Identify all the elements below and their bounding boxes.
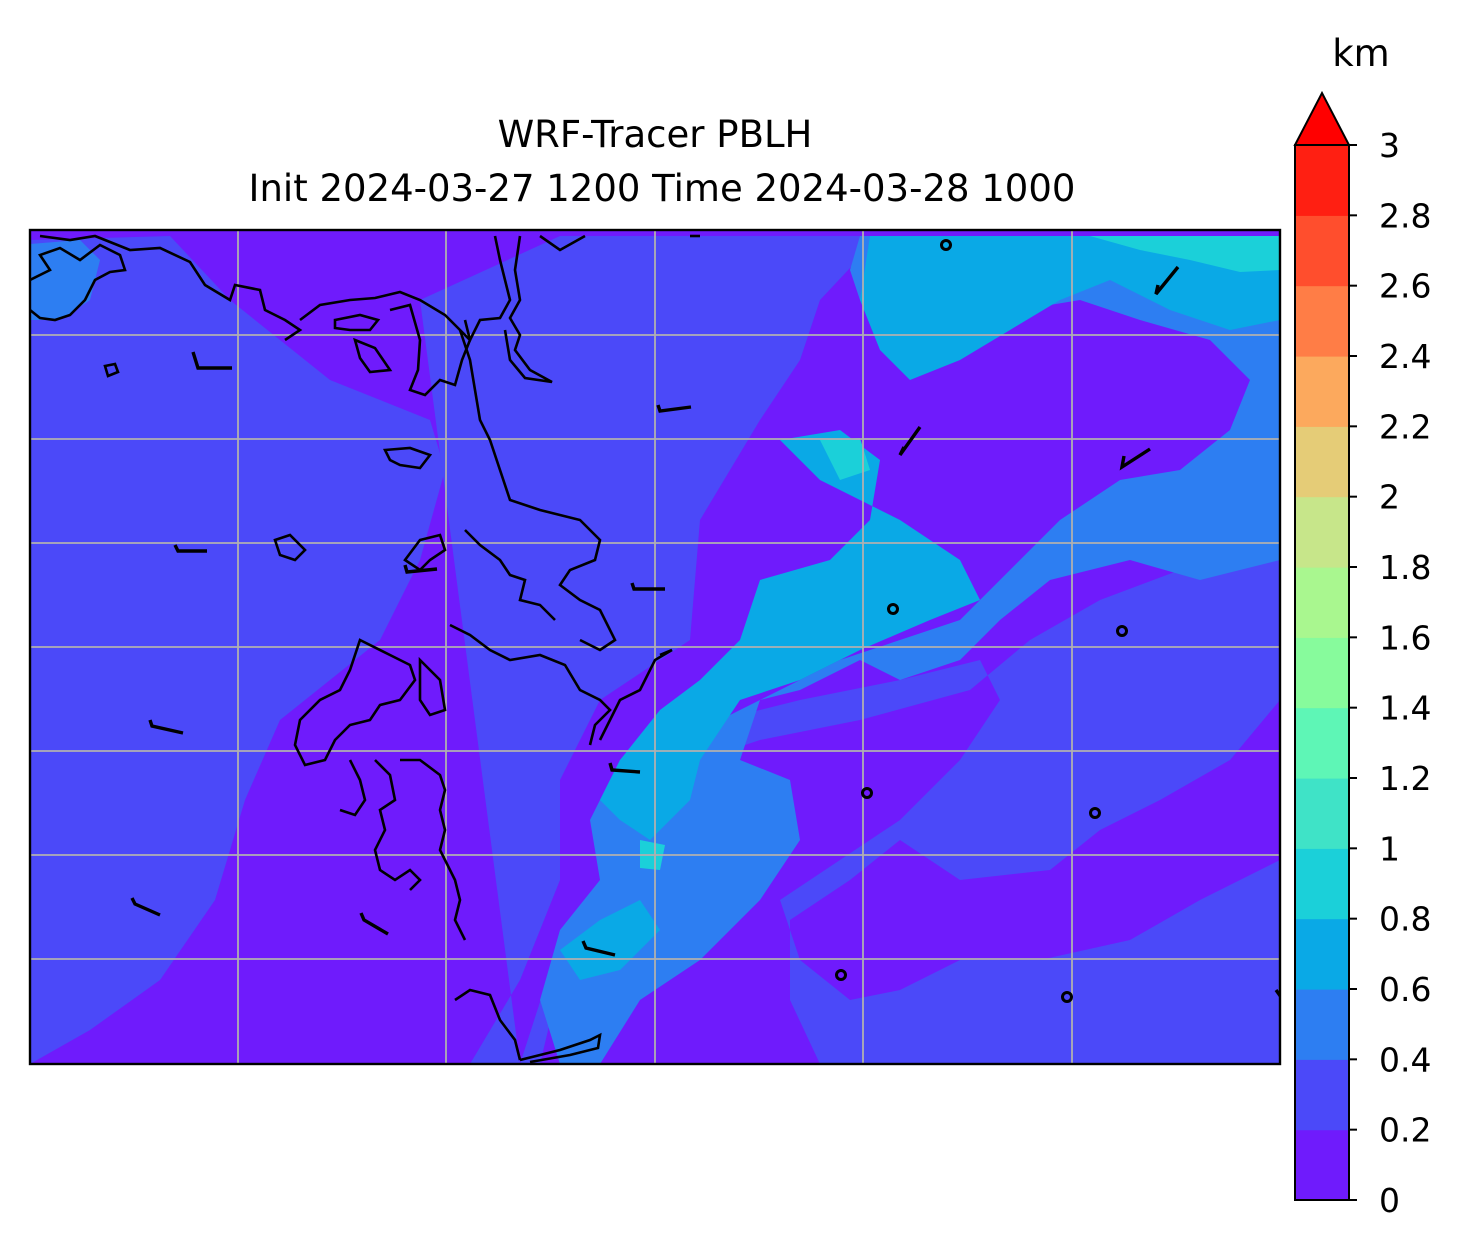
map-frame (28, 228, 1282, 1066)
colorbar-tick-label: 0.4 (1379, 1040, 1431, 1079)
colorbar-tick-label: 2.2 (1379, 407, 1431, 446)
colorbar-tick-label: 0.8 (1379, 900, 1431, 939)
pblh-region-0.6-0.8-central (600, 430, 980, 840)
colorbar-bin (1295, 1129, 1349, 1201)
colorbar-unit-label: km (1332, 32, 1389, 75)
colorbar-tick-label: 3 (1379, 126, 1400, 165)
colorbar-bins (1295, 145, 1349, 1201)
colorbar: 0 0.2 0.4 0.6 0.8 1 1.2 1.4 1.6 1.8 2 2.2 2.4 2.6 2.8 3… (1293, 32, 1431, 1220)
colorbar-tick-label: 2.8 (1379, 196, 1431, 235)
colorbar-bin (1295, 215, 1349, 287)
colorbar-bin (1295, 918, 1349, 990)
colorbar-bin (1295, 496, 1349, 568)
map-subtitle: Init 2024-03-27 1200 Time 2024-03-28 100… (249, 167, 1076, 210)
colorbar-tick-label: 0.2 (1379, 1111, 1431, 1150)
colorbar-tick-label: 1.6 (1379, 618, 1431, 657)
colorbar-bin (1295, 848, 1349, 920)
colorbar-bin (1295, 356, 1349, 427)
pblh-region-0.6-0.8-south (560, 900, 660, 980)
colorbar-tick-label: 1.4 (1379, 689, 1431, 728)
colorbar-bin (1295, 145, 1349, 216)
graticule (30, 230, 1280, 1064)
colorbar-bin (1295, 637, 1349, 709)
colorbar-bin (1295, 285, 1349, 357)
colorbar-tick-label: 2.6 (1379, 267, 1431, 306)
calm-wind-markers (835, 239, 1128, 1003)
colorbar-extend-max-triangle (1293, 90, 1351, 146)
map-panel (30, 230, 1280, 1064)
map-title: WRF-Tracer PBLH (498, 113, 813, 156)
pblh-region-0.4-0.6-northwest (30, 240, 100, 320)
colorbar-ticks: 0 0.2 0.4 0.6 0.8 1 1.2 1.4 1.6 1.8 2 2.2 2.4 2.6 2.8 3 (1349, 126, 1431, 1220)
colorbar-tick-label: 2 (1379, 478, 1400, 517)
colorbar-tick-label: 1.2 (1379, 759, 1431, 798)
colorbar-bin (1295, 567, 1349, 638)
colorbar-tick-label: 2.4 (1379, 337, 1431, 376)
pblh-region-0.8-1.0-central (820, 438, 870, 480)
pblh-region-0.8-1.0-northeast (1090, 236, 1280, 272)
pblh-region-0.4-0.6-northeast (540, 236, 1280, 1064)
colorbar-tick-label: 1 (1379, 829, 1400, 868)
colorbar-tick-label: 1.8 (1379, 548, 1431, 587)
colorbar-tick-label: 0 (1379, 1181, 1400, 1220)
colorbar-frame (1294, 144, 1350, 1201)
wind-barbs (130, 265, 1280, 998)
colorbar-bin (1295, 426, 1349, 498)
colorbar-bin (1295, 707, 1349, 779)
colorbar-bin (1295, 1059, 1349, 1131)
colorbar-bin (1295, 989, 1349, 1060)
colorbar-bin (1295, 778, 1349, 849)
colorbar-tick-label: 0.6 (1379, 970, 1431, 1009)
